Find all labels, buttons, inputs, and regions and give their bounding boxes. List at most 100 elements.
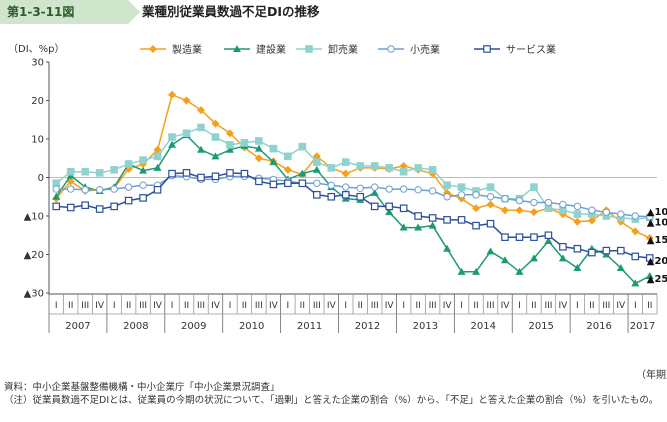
data-point xyxy=(443,244,452,252)
quarter-tick-label: II xyxy=(531,301,536,311)
data-point xyxy=(81,167,89,176)
data-point xyxy=(559,200,567,209)
data-point xyxy=(240,139,249,147)
source-note: 資料： 中小企業基盤整備機構・中小企業庁「中小企業景況調査」 xyxy=(4,382,664,395)
x-axis: I II III IV I II III IV I II III IV I II III IV I II III IV… xyxy=(48,293,658,333)
series-1 xyxy=(52,131,654,287)
data-point xyxy=(298,142,307,151)
data-point xyxy=(544,237,553,245)
legend-item: 製造業 xyxy=(140,43,202,56)
data-point xyxy=(399,223,408,231)
data-point xyxy=(573,210,582,218)
data-point xyxy=(52,202,61,211)
data-point xyxy=(472,267,481,275)
legend-label: サービス業 xyxy=(506,43,556,56)
data-point xyxy=(414,164,422,172)
data-point xyxy=(356,162,365,170)
y-tick-label: ▲20 xyxy=(24,250,44,261)
data-point xyxy=(559,243,567,251)
data-point xyxy=(530,183,538,191)
data-point xyxy=(168,133,176,141)
data-point xyxy=(399,167,408,176)
data-point xyxy=(472,221,480,230)
figure-header: 第1-3-11図 業種別従業員数過不足DIの推移 xyxy=(0,0,667,24)
plot-area xyxy=(52,90,654,287)
y-tick-label: ▲30 xyxy=(24,289,44,300)
legend-item: 卸売業 xyxy=(296,43,358,56)
note-text: 従業員数過不足DIとは、従業員の今期の状況について、「過剰」と答えた企業の割合（… xyxy=(32,394,659,406)
data-point xyxy=(501,194,509,203)
data-point xyxy=(515,206,524,215)
data-point xyxy=(529,254,538,262)
end-value-label: ▲15.7 xyxy=(647,235,667,246)
data-point xyxy=(472,204,481,213)
data-point xyxy=(197,145,205,153)
data-point xyxy=(298,169,307,177)
data-point xyxy=(399,185,408,193)
legend-marker xyxy=(149,45,157,53)
quarter-tick-label: IV xyxy=(327,301,337,311)
year-tick-label: 2010 xyxy=(239,321,264,332)
quarter-tick-label: I xyxy=(634,301,637,311)
data-point xyxy=(530,233,538,241)
quarter-tick-label: IV xyxy=(95,301,105,311)
data-point xyxy=(153,145,162,154)
quarter-tick-label: I xyxy=(55,301,58,311)
data-point xyxy=(631,212,639,220)
data-point xyxy=(385,202,393,211)
data-point xyxy=(95,186,104,194)
data-point xyxy=(254,144,263,152)
data-point xyxy=(211,172,220,181)
data-point xyxy=(370,162,379,170)
quarter-tick-label: III xyxy=(81,301,89,311)
data-point xyxy=(602,246,611,255)
data-point xyxy=(67,185,75,193)
data-point xyxy=(645,233,654,242)
data-point xyxy=(168,169,176,178)
data-point xyxy=(399,204,408,213)
quarter-tick-label: I xyxy=(113,301,116,311)
data-point xyxy=(327,192,336,201)
data-point xyxy=(313,179,321,187)
data-point xyxy=(327,181,335,189)
data-point xyxy=(240,169,249,178)
data-point xyxy=(255,137,263,145)
data-point xyxy=(341,158,350,166)
quarter-tick-label: III xyxy=(313,301,321,311)
end-value-label: ▲10.2 xyxy=(647,207,667,218)
data-point xyxy=(631,252,640,261)
data-point xyxy=(283,165,292,174)
data-point xyxy=(645,254,654,262)
quarter-tick-label: II xyxy=(415,301,420,311)
data-point xyxy=(312,165,321,173)
data-point xyxy=(385,164,393,172)
data-point xyxy=(254,154,263,163)
quarter-tick-label: II xyxy=(300,301,305,311)
data-point xyxy=(558,254,567,262)
data-point xyxy=(414,223,423,231)
legend-label: 製造業 xyxy=(172,43,202,56)
data-point xyxy=(341,191,350,199)
quarter-tick-label: II xyxy=(647,301,652,311)
data-point xyxy=(139,166,148,174)
data-point xyxy=(356,184,364,192)
data-point xyxy=(515,196,524,205)
data-point xyxy=(573,263,582,271)
data-point xyxy=(501,256,509,264)
quarter-tick-label: I xyxy=(460,301,463,311)
data-point xyxy=(486,247,495,255)
quarter-tick-label: I xyxy=(344,301,347,311)
legend-marker xyxy=(233,45,241,52)
series-4 xyxy=(52,169,654,262)
quarter-tick-label: IV xyxy=(211,301,221,311)
x-axis-label: （年期） xyxy=(636,368,667,381)
data-point xyxy=(211,133,220,141)
legend-marker xyxy=(387,45,395,53)
quarter-tick-label: II xyxy=(589,301,594,311)
data-point xyxy=(443,181,451,190)
data-point xyxy=(645,272,654,280)
data-point xyxy=(52,192,61,200)
data-point xyxy=(385,185,393,193)
year-tick-label: 2009 xyxy=(181,321,206,332)
year-tick-label: 2012 xyxy=(355,321,380,332)
